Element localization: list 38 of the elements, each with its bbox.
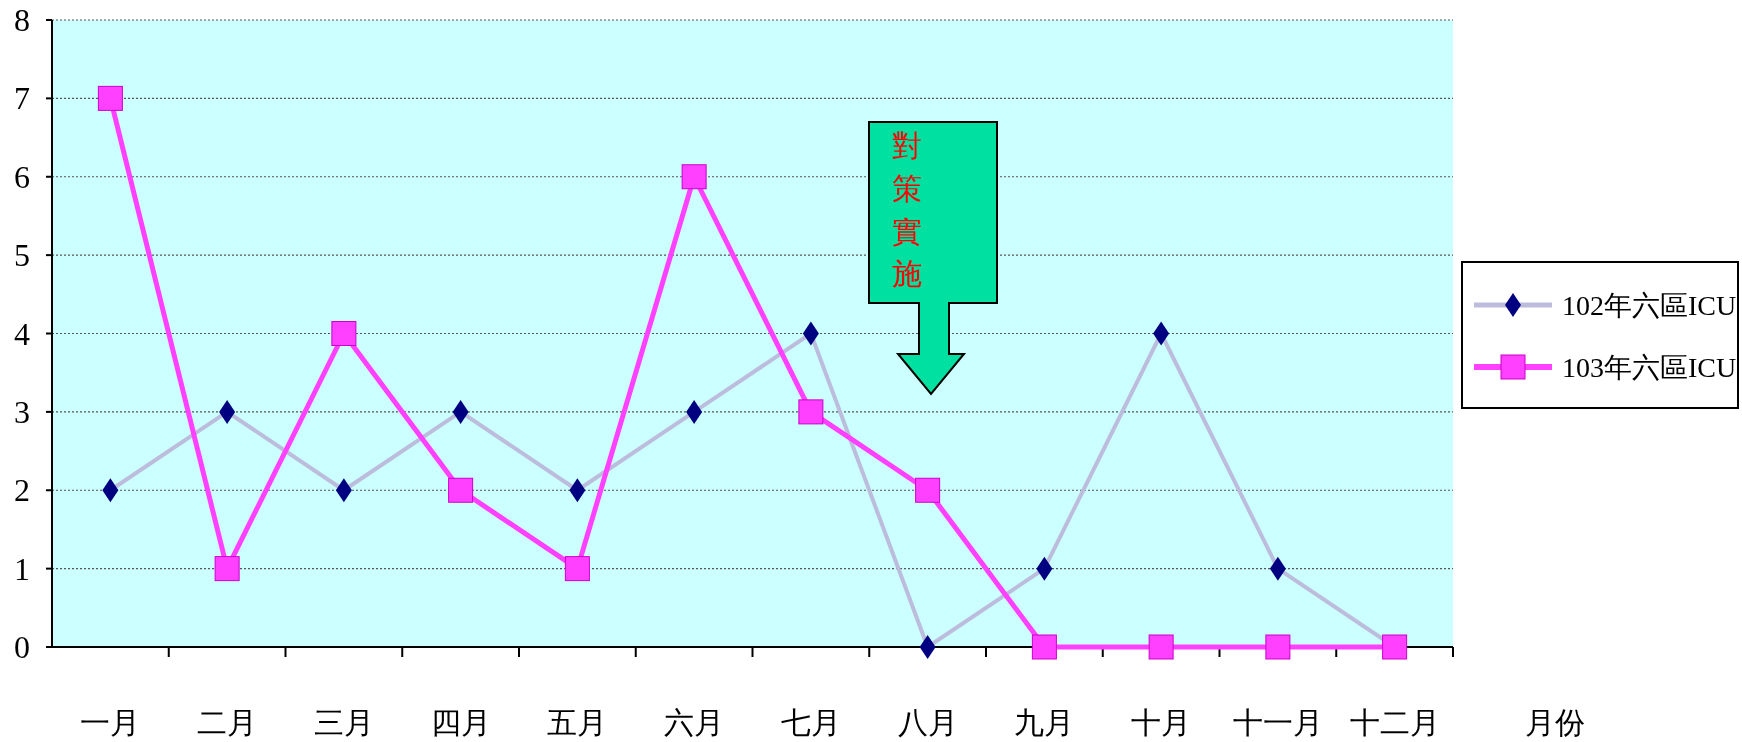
y-tick-label: 4 [14,315,30,352]
y-tick-label: 6 [14,158,30,195]
point [1031,634,1057,660]
x-tick-label: 三月 [313,706,374,739]
annotation: 對策實施 [892,129,922,291]
point [798,399,824,425]
x-tick-label: 二月 [197,706,258,739]
x-tick-label: 九月 [1014,706,1075,739]
arrow: 對策實施 [868,121,998,396]
x-tick-label: 十二月 [1349,706,1440,739]
point [448,477,474,503]
point [1148,634,1174,660]
point [214,556,240,582]
point [331,321,357,346]
x-tick-label: 五月 [547,706,608,739]
legend-label: 102年六區ICU [1562,290,1737,321]
x-tick-label: 六月 [664,706,725,739]
x-tick-label: 十一月 [1232,706,1323,739]
point [1265,634,1291,660]
point [97,85,123,111]
x-axis-title: 月份 [1525,706,1585,739]
y-tick-label: 8 [14,2,30,38]
y-tick-label: 7 [14,80,30,117]
x-tick-label: 一月 [80,706,141,739]
x-tick-label: 七月 [780,706,841,739]
point [681,164,707,190]
y-tick-label: 0 [14,629,30,665]
point [564,556,590,582]
y-tick-label: 3 [14,393,30,430]
x-tick-label: 十月 [1131,706,1192,739]
point [1382,634,1408,660]
x-tick-label: 八月 [897,706,958,739]
legend-label: 103年六區ICU [1562,352,1737,383]
y-tick-label: 1 [14,550,30,587]
y-tick-label: 2 [14,472,30,509]
y-tick-label: 5 [14,237,30,274]
point [915,477,941,503]
x-tick-label: 四月 [430,706,491,739]
